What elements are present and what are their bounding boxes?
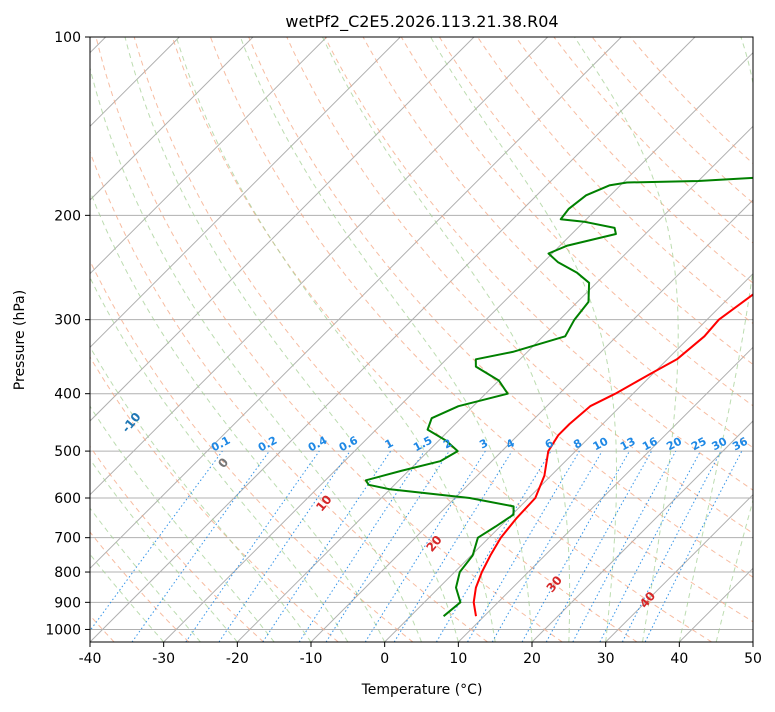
x-tick-label: -30 (152, 651, 175, 667)
y-tick-label: 1000 (45, 622, 81, 638)
y-tick-label: 100 (54, 30, 81, 46)
y-tick-label: 500 (54, 444, 81, 460)
y-tick-label: 800 (54, 565, 81, 581)
x-tick-label: 40 (670, 651, 688, 667)
x-tick-label: -10 (300, 651, 323, 667)
y-tick-label: 400 (54, 387, 81, 403)
y-tick-label: 300 (54, 313, 81, 329)
y-tick-label: 900 (54, 595, 81, 611)
x-tick-label: 0 (380, 651, 389, 667)
x-tick-label: 30 (597, 651, 615, 667)
y-axis-label: Pressure (hPa) (12, 290, 28, 390)
x-tick-label: 20 (523, 651, 541, 667)
x-tick-label: 50 (744, 651, 762, 667)
y-tick-label: 700 (54, 531, 81, 547)
y-tick-label: 200 (54, 208, 81, 224)
x-axis-label: Temperature (°C) (361, 682, 483, 698)
x-tick-label: -40 (79, 651, 102, 667)
x-tick-label: 10 (449, 651, 467, 667)
y-tick-label: 600 (54, 491, 81, 507)
chart-title: wetPf2_C2E5.2026.113.21.38.R04 (285, 12, 558, 32)
x-tick-label: -20 (226, 651, 249, 667)
